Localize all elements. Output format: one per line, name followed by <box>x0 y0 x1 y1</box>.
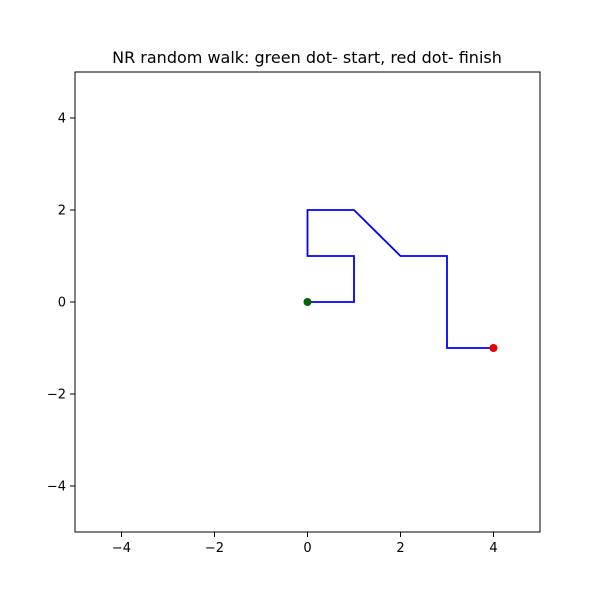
plot-area: −4 −2 0 2 4 −4 −2 0 2 4 <box>47 71 541 556</box>
x-tick-label: −4 <box>112 541 131 556</box>
y-tick-label: 0 <box>58 296 66 311</box>
y-tick-label: 4 <box>58 112 66 127</box>
finish-marker <box>489 344 498 352</box>
y-tick-label: 2 <box>58 204 66 219</box>
x-tick-label: 0 <box>303 541 311 556</box>
x-tick-label: 2 <box>396 541 404 556</box>
start-marker <box>303 298 312 306</box>
x-tick-label: −2 <box>205 541 224 556</box>
y-tick-label: −2 <box>47 388 66 403</box>
chart-title: NR random walk: green dot- start, red do… <box>112 48 502 67</box>
y-tick-label: −4 <box>47 480 66 495</box>
walk-path-line <box>306 209 494 349</box>
x-tick-label: 4 <box>489 541 497 556</box>
